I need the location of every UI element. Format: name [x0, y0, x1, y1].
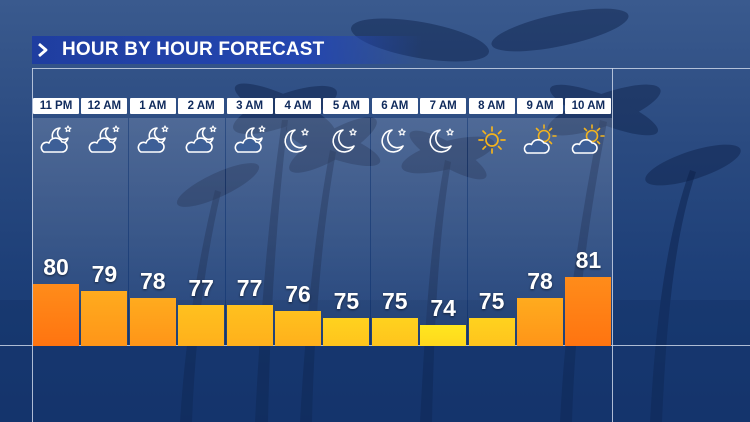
- chevron-right-icon: [32, 36, 54, 64]
- temperature-value: 75: [333, 288, 360, 314]
- forecast-column: 8 AM 75: [467, 96, 516, 346]
- temperature-bar: [371, 318, 418, 346]
- hour-label: 6 AM: [371, 98, 418, 114]
- moon-star-icon: [423, 122, 463, 158]
- temperature-bar: [178, 305, 225, 346]
- temperature-value: 79: [91, 261, 118, 287]
- forecast-column: 3 AM 77: [225, 96, 274, 346]
- sun-cloud-icon: [520, 122, 560, 158]
- hour-label: 12 AM: [81, 98, 128, 114]
- forecast-column: 10 AM 81: [564, 96, 613, 346]
- hour-label: 9 AM: [517, 98, 563, 114]
- hour-label: 8 AM: [468, 98, 515, 114]
- temperature-bar: [129, 298, 176, 346]
- moon-star-icon: [278, 122, 318, 158]
- temperature-bar: [420, 325, 467, 346]
- moon-star-icon: [326, 122, 366, 158]
- temperature-value: 80: [43, 254, 69, 280]
- hour-label: 2 AM: [178, 98, 225, 114]
- temperature-bar: [517, 298, 563, 346]
- frame-top-line: [32, 68, 750, 69]
- sun-cloud-icon: [568, 122, 608, 158]
- temperature-bar: [275, 311, 321, 346]
- header-bar: HOUR BY HOUR FORECAST: [32, 36, 422, 64]
- forecast-column: 11 PM 80: [32, 96, 80, 346]
- forecast-column: 2 AM 77: [177, 96, 226, 346]
- temperature-value: 74: [430, 295, 456, 321]
- forecast-column: 7 AM 74: [419, 96, 468, 346]
- column-background: [370, 118, 419, 346]
- column-background: [322, 118, 371, 346]
- forecast-column: 5 AM 75: [322, 96, 371, 346]
- hour-label: 3 AM: [226, 98, 273, 114]
- temperature-value: 76: [285, 281, 311, 307]
- moon-star-icon: [375, 122, 415, 158]
- frame-right-line: [612, 68, 613, 422]
- sun-icon: [472, 122, 512, 158]
- page-title: HOUR BY HOUR FORECAST: [62, 39, 325, 60]
- hour-label: 1 AM: [129, 98, 176, 114]
- column-background: [467, 118, 516, 346]
- cloud-moon-icon: [133, 122, 173, 158]
- forecast-column: 9 AM 78: [516, 96, 564, 346]
- column-background: [274, 118, 322, 346]
- hour-label: 7 AM: [420, 98, 467, 114]
- temperature-value: 75: [478, 288, 505, 314]
- cloud-moon-icon: [230, 122, 270, 158]
- hour-label: 4 AM: [275, 98, 321, 114]
- frame-left-line: [32, 68, 33, 422]
- hour-label: 10 AM: [565, 98, 612, 114]
- temperature-value: 77: [188, 275, 214, 301]
- temperature-value: 77: [236, 275, 263, 301]
- temperature-value: 78: [140, 268, 166, 294]
- hour-label: 11 PM: [33, 98, 79, 114]
- forecast-column: 6 AM 75: [370, 96, 419, 346]
- forecast-column: 1 AM 78: [128, 96, 177, 346]
- temperature-bar: [226, 305, 273, 346]
- temperature-bar: [323, 318, 370, 346]
- column-background: [419, 118, 468, 346]
- temperature-value: 75: [382, 288, 408, 314]
- hour-label: 5 AM: [323, 98, 370, 114]
- temperature-bar: [565, 277, 612, 346]
- cloud-moon-icon: [36, 122, 76, 158]
- temperature-bar: [468, 318, 515, 346]
- hourly-forecast-columns: 11 PM 80 12 AM 79 1 AM 78 2 AM 77 3 AM 77 4 A…: [32, 96, 613, 346]
- cloud-moon-icon: [84, 122, 124, 158]
- temperature-bar: [33, 284, 79, 346]
- temperature-bar: [81, 291, 128, 346]
- forecast-column: 4 AM 76: [274, 96, 322, 346]
- temperature-value: 81: [575, 247, 602, 273]
- cloud-moon-icon: [181, 122, 221, 158]
- forecast-column: 12 AM 79: [80, 96, 129, 346]
- temperature-value: 78: [527, 268, 553, 294]
